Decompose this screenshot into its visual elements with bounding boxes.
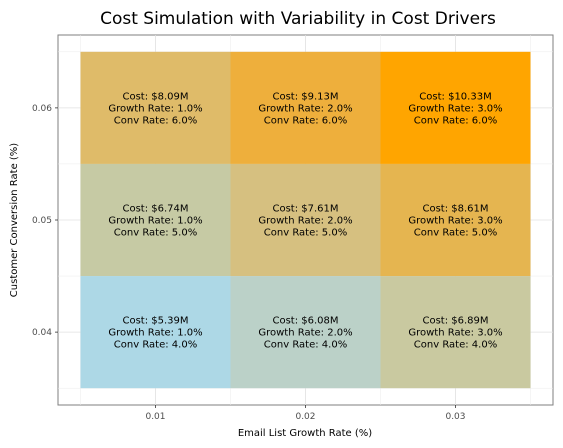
cell-label-line: Conv Rate: 6.0% [264,115,347,126]
chart-title: Cost Simulation with Variability in Cost… [100,9,496,29]
heatmap-cell [80,276,231,389]
heatmap-cell [380,163,531,277]
cell-label-line: Growth Rate: 3.0% [408,328,502,339]
cell-label-line: Conv Rate: 4.0% [264,340,347,351]
heatmap-cell [230,163,381,277]
x-tick-label: 0.02 [295,412,315,422]
cell-label-line: Growth Rate: 1.0% [108,216,202,227]
cell-label-line: Cost: $8.61M [422,204,488,215]
cell-label-line: Growth Rate: 1.0% [108,328,202,339]
cell-label-line: Cost: $5.39M [122,316,188,327]
cell-label-line: Cost: $7.61M [272,204,338,215]
cell-label-line: Conv Rate: 5.0% [264,228,347,239]
x-axis-ticks: 0.01 0.02 0.03 [145,405,466,422]
cell-label-line: Growth Rate: 1.0% [108,103,202,114]
heatmap-cell [80,163,231,277]
cell-label-line: Conv Rate: 4.0% [414,340,497,351]
x-tick-label: 0.01 [145,412,165,422]
y-tick-label: 0.05 [32,216,52,226]
cell-label-line: Cost: $6.08M [272,316,338,327]
y-tick-label: 0.04 [32,328,52,338]
heatmap-cell [80,51,231,164]
cell-label-line: Cost: $10.33M [419,91,491,102]
cell-label-line: Conv Rate: 4.0% [114,340,197,351]
heatmap-cell [230,276,381,389]
cell-label-line: Growth Rate: 3.0% [408,216,502,227]
cell-label-line: Conv Rate: 5.0% [114,228,197,239]
cell-label-line: Cost: $6.89M [422,316,488,327]
cell-label-line: Conv Rate: 5.0% [414,228,497,239]
cell-label-line: Conv Rate: 6.0% [114,115,197,126]
cell-label-line: Cost: $9.13M [272,91,338,102]
heatmap-cells [80,51,531,389]
y-tick-label: 0.06 [32,104,52,114]
cell-label-line: Cost: $6.74M [122,204,188,215]
cell-label-line: Growth Rate: 2.0% [258,103,352,114]
x-tick-label: 0.03 [445,412,465,422]
cell-label-line: Growth Rate: 2.0% [258,328,352,339]
heatmap-cell [380,276,531,389]
heatmap-cell [230,51,381,164]
y-axis-ticks: 0.04 0.05 0.06 [32,104,58,338]
cell-label-line: Cost: $8.09M [122,91,188,102]
cell-label-line: Growth Rate: 2.0% [258,216,352,227]
x-axis-label: Email List Growth Rate (%) [238,428,372,439]
heatmap-cell [380,51,531,164]
y-axis-label: Customer Conversion Rate (%) [9,143,20,298]
cell-label-line: Conv Rate: 6.0% [414,115,497,126]
cell-label-line: Growth Rate: 3.0% [408,103,502,114]
